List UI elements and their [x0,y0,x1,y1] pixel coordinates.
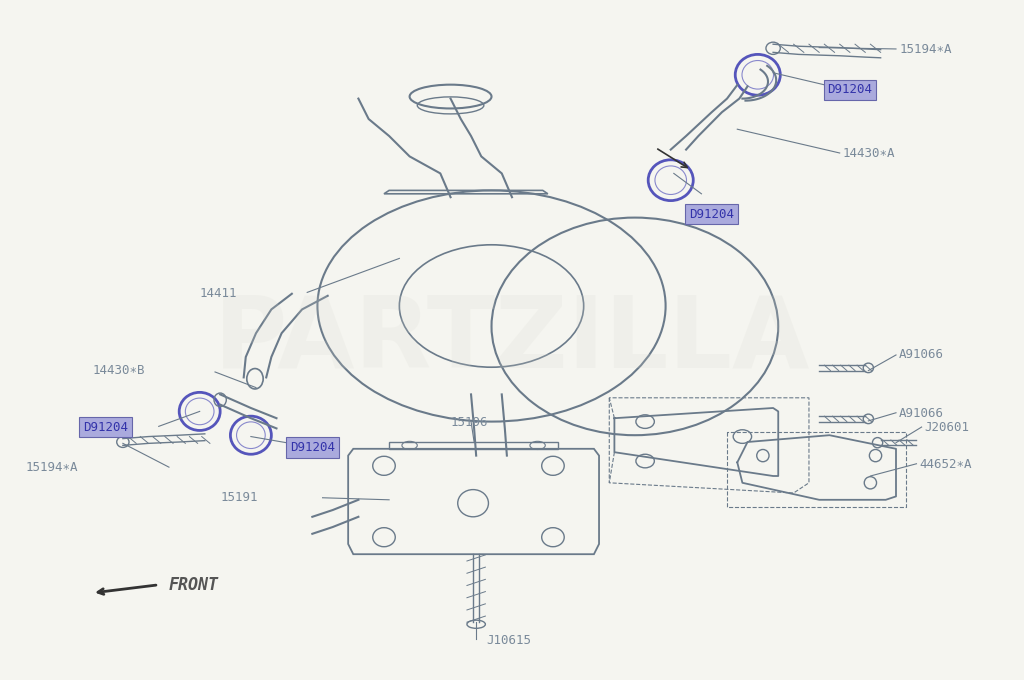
Text: 14411: 14411 [200,287,238,301]
Text: FRONT: FRONT [169,576,219,594]
Text: D91204: D91204 [689,207,734,221]
Text: 14430∗B: 14430∗B [92,364,144,377]
Text: 15194∗A: 15194∗A [26,461,78,475]
Text: D91204: D91204 [827,83,872,97]
Text: 15194∗A: 15194∗A [899,43,951,56]
Text: D91204: D91204 [290,441,335,454]
Text: 15196: 15196 [451,416,488,430]
Text: PARTZILLA: PARTZILLA [214,292,810,388]
Text: 44652∗A: 44652∗A [920,458,972,471]
Text: 15191: 15191 [220,491,258,505]
Text: J20601: J20601 [925,420,970,434]
Text: A91066: A91066 [899,348,944,362]
Text: D91204: D91204 [83,420,128,434]
Text: A91066: A91066 [899,407,944,420]
Text: J10615: J10615 [486,634,531,647]
Text: 14430∗A: 14430∗A [843,147,895,160]
